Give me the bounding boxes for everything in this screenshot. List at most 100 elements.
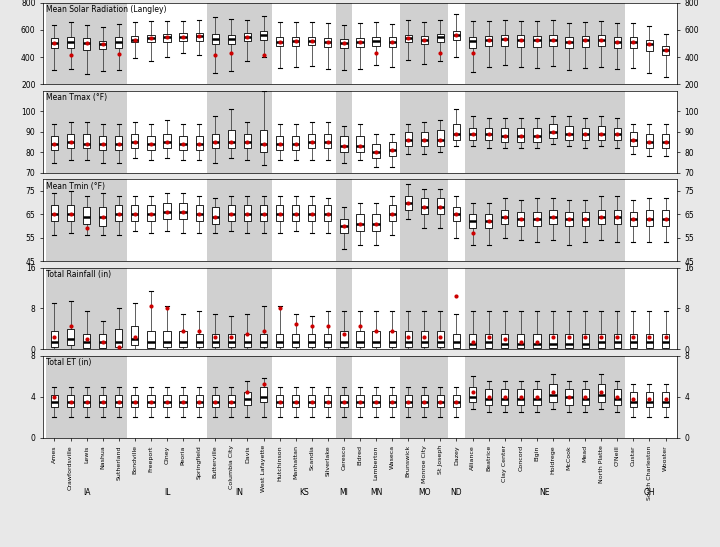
Point xyxy=(644,40,655,49)
Bar xyxy=(565,38,572,48)
Point xyxy=(547,212,559,221)
Bar xyxy=(420,331,428,347)
Point xyxy=(49,38,60,47)
Bar xyxy=(260,387,267,402)
Point xyxy=(225,210,237,219)
Point xyxy=(161,398,173,406)
Bar xyxy=(212,334,219,347)
Bar xyxy=(292,334,300,347)
Bar xyxy=(389,395,396,407)
Point xyxy=(65,138,76,147)
Bar xyxy=(46,356,127,438)
Bar xyxy=(336,3,352,84)
Bar xyxy=(212,34,219,44)
Point xyxy=(274,398,285,406)
Bar xyxy=(148,395,155,407)
Point xyxy=(354,219,366,228)
Bar xyxy=(598,210,605,224)
Bar xyxy=(244,334,251,347)
Bar xyxy=(163,395,171,407)
Point xyxy=(210,332,221,341)
Bar xyxy=(131,36,138,42)
Bar xyxy=(115,329,122,347)
Point xyxy=(370,398,382,406)
Bar xyxy=(630,212,637,226)
Bar xyxy=(437,395,444,407)
Point xyxy=(290,210,302,219)
Bar xyxy=(163,331,171,347)
Point xyxy=(177,208,189,217)
Point xyxy=(145,210,157,219)
Point xyxy=(113,342,125,351)
Bar xyxy=(67,38,74,48)
Point xyxy=(595,35,607,44)
Point xyxy=(370,49,382,57)
Bar xyxy=(549,35,557,46)
Point xyxy=(338,142,350,150)
Point xyxy=(370,327,382,336)
Point xyxy=(161,138,173,147)
Point xyxy=(274,37,285,46)
Bar xyxy=(613,388,621,405)
Point xyxy=(49,332,60,341)
Bar xyxy=(83,38,90,50)
Bar xyxy=(46,267,127,350)
Bar xyxy=(613,128,621,140)
Bar xyxy=(292,37,300,45)
Point xyxy=(595,387,607,396)
Text: IL: IL xyxy=(163,488,170,497)
Point xyxy=(611,392,623,401)
Point xyxy=(210,398,221,406)
Point xyxy=(580,392,591,401)
Point xyxy=(580,332,591,341)
Bar xyxy=(228,35,235,44)
Bar xyxy=(212,207,219,224)
Point xyxy=(628,136,639,144)
Bar xyxy=(501,128,508,142)
Bar xyxy=(83,395,90,407)
Point xyxy=(580,36,591,44)
Point xyxy=(644,394,655,403)
Bar xyxy=(115,205,122,222)
Bar xyxy=(662,210,669,226)
Point xyxy=(354,322,366,331)
Point xyxy=(483,217,495,226)
Bar xyxy=(308,134,315,148)
Bar xyxy=(324,395,331,407)
Point xyxy=(290,37,302,45)
Bar xyxy=(420,132,428,146)
Bar xyxy=(598,36,605,46)
Point xyxy=(531,392,543,401)
Bar xyxy=(308,205,315,222)
Bar xyxy=(212,134,219,148)
Point xyxy=(210,138,221,147)
Point xyxy=(258,51,269,60)
Point xyxy=(660,45,671,54)
Bar xyxy=(46,3,127,84)
Bar xyxy=(420,36,428,44)
Bar xyxy=(598,385,605,402)
Point xyxy=(467,337,478,346)
Bar xyxy=(131,327,138,345)
Point xyxy=(451,31,462,40)
Point xyxy=(290,398,302,406)
Point xyxy=(97,40,109,49)
Point xyxy=(531,132,543,141)
Point xyxy=(628,37,639,46)
Bar xyxy=(405,132,412,146)
Bar xyxy=(549,124,557,138)
Point xyxy=(595,212,607,221)
Bar xyxy=(549,210,557,224)
Point xyxy=(194,398,205,406)
Bar xyxy=(549,334,557,348)
Point xyxy=(644,138,655,147)
Point xyxy=(354,142,366,150)
Bar xyxy=(356,395,364,407)
Bar xyxy=(131,134,138,148)
Point xyxy=(660,138,671,147)
Bar xyxy=(469,37,476,48)
Bar xyxy=(276,205,283,222)
Point xyxy=(611,37,623,46)
Point xyxy=(483,332,495,341)
Bar xyxy=(400,3,449,84)
